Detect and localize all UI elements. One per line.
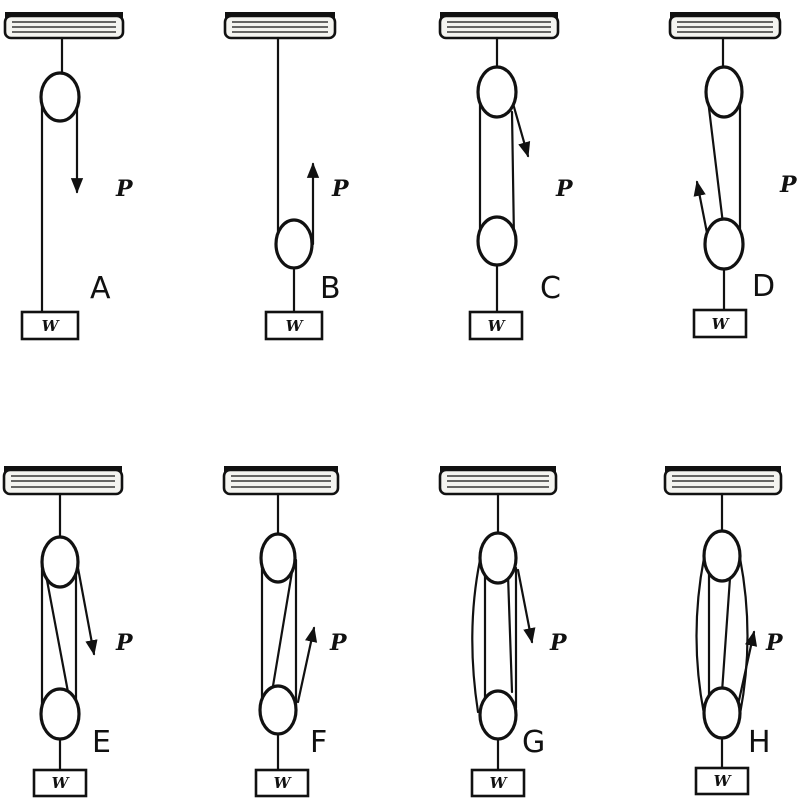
pull-rope-arrow: [736, 630, 758, 707]
rope-segment-outer-left: [471, 558, 482, 714]
weight-label: W: [714, 772, 733, 790]
panel-letter: E: [92, 725, 111, 760]
force-label: P: [329, 630, 348, 656]
pull-rope-arrow: [76, 566, 98, 656]
panel-f: W P F: [222, 466, 348, 798]
weight-label: W: [712, 315, 731, 333]
ceiling-beam: [222, 466, 340, 496]
force-label: P: [765, 630, 784, 656]
rope-segment-outer-left: [695, 556, 706, 716]
ceiling-beam: [438, 12, 560, 40]
rope-segment-left: [706, 98, 726, 234]
panel-a: W P A: [3, 12, 134, 341]
movable-pulley: [476, 215, 518, 267]
fixed-pulley: [478, 531, 518, 585]
fixed-pulley: [259, 532, 297, 584]
pull-rope-arrow: [693, 180, 710, 240]
pull-rope-arrow: [510, 98, 531, 158]
panel-h: W P H: [663, 466, 784, 796]
movable-pulley: [274, 218, 314, 270]
force-label: P: [555, 176, 574, 202]
panel-letter: F: [310, 725, 327, 760]
panel-letter: D: [752, 269, 775, 304]
pull-rope-arrow: [296, 626, 318, 704]
weight-box: W: [692, 308, 748, 339]
panel-b: W P B: [223, 12, 350, 341]
panel-letter: C: [540, 271, 561, 306]
weight-box: W: [470, 768, 526, 798]
weight-box: W: [694, 766, 750, 796]
rope-segment-middle: [44, 573, 70, 694]
weight-box: W: [264, 310, 324, 341]
ceiling-beam: [663, 466, 783, 496]
fixed-pulley: [702, 529, 742, 583]
movable-pulley: [39, 687, 81, 741]
panel-c: W P C: [438, 12, 574, 341]
panel-d: W P D: [668, 12, 798, 339]
weight-box: W: [468, 310, 524, 341]
ceiling-beam: [223, 12, 337, 40]
panel-letter: H: [748, 725, 771, 760]
movable-pulley: [478, 689, 518, 741]
force-label: P: [549, 630, 568, 656]
fixed-pulley: [476, 65, 518, 119]
weight-label: W: [488, 317, 507, 335]
ceiling-beam: [668, 12, 782, 40]
panel-letter: A: [90, 271, 111, 306]
fixed-pulley: [39, 71, 81, 123]
rope-segment-right: [510, 110, 516, 242]
movable-pulley: [703, 217, 745, 271]
weight-box: W: [254, 768, 310, 798]
weight-label: W: [490, 774, 509, 792]
weight-label: W: [274, 774, 293, 792]
rope-segment-middle: [720, 576, 732, 694]
rope-segment-middle: [506, 573, 514, 694]
fixed-pulley: [40, 535, 80, 589]
weight-label: W: [52, 774, 71, 792]
movable-pulley: [702, 686, 742, 740]
force-label: P: [115, 176, 134, 202]
force-label: P: [115, 630, 134, 656]
ceiling-beam: [3, 12, 125, 40]
rope-segment-middle: [270, 570, 294, 694]
force-label: P: [779, 172, 798, 198]
ceiling-beam: [438, 466, 558, 496]
panel-letter: B: [320, 271, 341, 306]
panel-g: W P G: [438, 466, 568, 798]
weight-label: W: [42, 317, 61, 335]
ceiling-beam: [2, 466, 124, 496]
pull-rope-arrow: [516, 568, 536, 644]
weight-box: W: [32, 768, 88, 798]
weight-label: W: [286, 317, 305, 335]
panel-letter: G: [522, 725, 545, 760]
panel-e: W P E: [2, 466, 134, 798]
fixed-pulley: [704, 65, 744, 119]
weight-box: W: [20, 310, 80, 341]
force-label: P: [331, 176, 350, 202]
movable-pulley: [258, 684, 298, 736]
